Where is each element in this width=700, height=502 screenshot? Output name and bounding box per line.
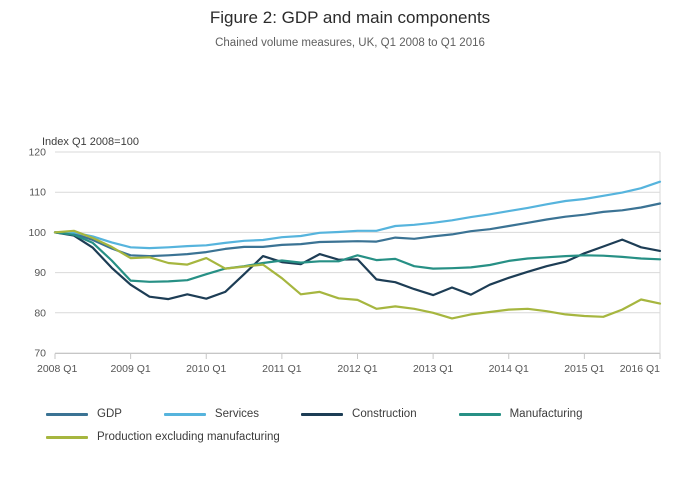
y-tick-label: 90 [34,267,46,279]
legend-swatch-gdp [46,412,88,416]
legend-item-gdp[interactable]: GDP [46,408,122,420]
x-tick-label: 2015 Q1 [564,363,604,375]
y-tick-label: 120 [28,147,46,159]
legend-label: GDP [97,408,122,420]
chart-subtitle: Chained volume measures, UK, Q1 2008 to … [215,37,485,49]
series-line-construction [53,231,662,301]
legend-label: Construction [352,408,417,420]
series-line-services [53,180,662,250]
y-tick-label: 110 [29,187,46,199]
x-tick-label: 2008 Q1 [37,363,77,375]
x-tick-label: 2014 Q1 [489,363,529,375]
legend-item-services[interactable]: Services [163,408,260,420]
legend-swatch-construction [301,412,344,416]
series-line-gdp [53,202,662,258]
chart-legend: GDP Services Construction Manufacturing Prod… [46,408,676,443]
legend-label: Services [214,408,260,420]
x-tick-label: 2013 Q1 [413,363,453,375]
y-tick-label: 100 [28,227,46,239]
series-line-production-excluding-manufacturing [53,229,662,320]
y-tick-label: 70 [34,348,46,360]
x-tick-label: 2010 Q1 [186,363,226,375]
legend-label: Production excluding manufacturing [97,431,280,443]
legend-item-manufacturing[interactable]: Manufacturing [458,408,583,420]
legend-swatch-services [163,412,206,416]
legend-item-production-excluding-manufacturing[interactable]: Production excluding manufacturing [46,431,280,443]
y-axis-title: Index Q1 2008=100 [42,136,139,148]
legend-swatch-production-excluding-manufacturing [46,435,88,439]
x-tick-label: 2011 Q1 [262,363,302,375]
series-line-manufacturing [53,231,662,283]
x-tick-label: 2012 Q1 [337,363,377,375]
x-tick-label: 2009 Q1 [110,363,150,375]
y-tick-label: 80 [34,307,46,319]
legend-label: Manufacturing [509,408,583,420]
legend-swatch-manufacturing [458,412,501,416]
legend-item-construction[interactable]: Construction [301,408,417,420]
chart-title: Figure 2: GDP and main components [209,8,491,27]
x-tick-label: 2016 Q1 [620,363,660,375]
